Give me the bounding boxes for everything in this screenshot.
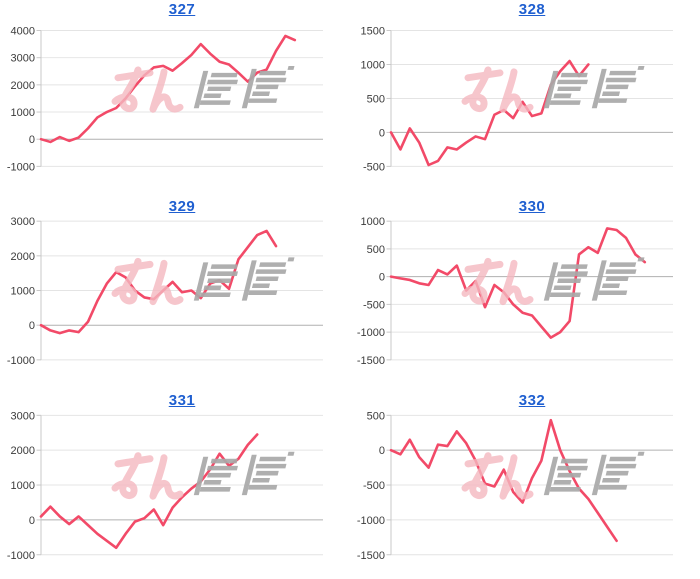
chart-plot-332: 500 0 -500 -1000 -1500 <box>357 410 673 562</box>
y-axis-label: -1000 <box>357 515 385 527</box>
y-axis-label: 1000 <box>361 59 385 71</box>
y-axis-label: 0 <box>379 127 385 139</box>
y-axis-label: 2000 <box>11 445 35 457</box>
data-line <box>389 418 618 543</box>
y-axis-label: 3000 <box>11 53 35 65</box>
y-axis-label: 1000 <box>361 216 385 228</box>
minrepo-watermark-icon <box>115 452 303 496</box>
y-axis-label: -1000 <box>357 327 385 339</box>
y-axis-label: 0 <box>29 515 35 527</box>
y-axis-label: -1500 <box>357 355 385 367</box>
y-axis-label: -500 <box>363 480 385 492</box>
y-axis-label: 1500 <box>361 26 385 38</box>
y-axis-label: 500 <box>367 410 385 422</box>
chart-plot-331: 3000 2000 1000 0 -1000 <box>7 410 323 562</box>
minrepo-watermark-icon <box>465 452 653 496</box>
chart-title-link-327[interactable]: 327 <box>168 1 196 18</box>
chart-title-link-331[interactable]: 331 <box>168 392 196 409</box>
y-axis-label: -1500 <box>357 550 385 562</box>
chart-plot-330: 1000 500 0 -500 -1000 -1500 <box>357 216 673 367</box>
chart-plot-327: 4000 3000 2000 1000 0 -1000 <box>7 26 323 173</box>
chart-title-link-329[interactable]: 329 <box>168 198 196 215</box>
minrepo-watermark-icon <box>115 66 303 109</box>
y-axis-label: 3000 <box>11 410 35 422</box>
y-axis-label: 0 <box>29 134 35 146</box>
chart-title-link-330[interactable]: 330 <box>518 198 546 215</box>
y-axis-label: 1000 <box>11 107 35 119</box>
y-axis-label: -1000 <box>7 355 35 367</box>
y-axis-label: 0 <box>379 272 385 284</box>
y-axis-label: 2000 <box>11 251 35 263</box>
minrepo-watermark-icon <box>465 257 653 301</box>
chart-plot-329: 3000 2000 1000 0 -1000 <box>7 216 323 367</box>
data-line <box>39 433 259 550</box>
chart-cell-327: 4000 3000 2000 1000 0 -1000 327 <box>0 0 350 190</box>
chart-plot-328: 1500 1000 500 0 -500 <box>361 26 673 173</box>
data-line <box>389 227 647 339</box>
y-axis-label: 500 <box>367 93 385 105</box>
y-axis-label: 0 <box>379 445 385 457</box>
chart-cell-328: 1500 1000 500 0 -500 328 <box>350 0 700 190</box>
y-axis-label: -500 <box>363 161 385 173</box>
y-axis-label: 4000 <box>11 26 35 38</box>
y-axis-label: 0 <box>29 320 35 332</box>
chart-title-link-332[interactable]: 332 <box>518 392 546 409</box>
y-axis-label: -1000 <box>7 161 35 173</box>
y-axis-label: 1000 <box>11 286 35 298</box>
chart-cell-329: 3000 2000 1000 0 -1000 329 <box>0 190 350 384</box>
chart-cell-331: 3000 2000 1000 0 -1000 331 <box>0 384 350 579</box>
chart-cell-332: 500 0 -500 -1000 -1500 332 <box>350 384 700 579</box>
y-axis-label: 3000 <box>11 216 35 228</box>
y-axis-label: -1000 <box>7 550 35 562</box>
y-axis-label: 2000 <box>11 80 35 92</box>
y-axis-label: 1000 <box>11 480 35 492</box>
y-axis-label: -500 <box>363 299 385 311</box>
chart-cell-330: 1000 500 0 -500 -1000 -1500 330 <box>350 190 700 384</box>
chart-title-link-328[interactable]: 328 <box>518 1 546 18</box>
y-axis-label: 500 <box>367 244 385 256</box>
